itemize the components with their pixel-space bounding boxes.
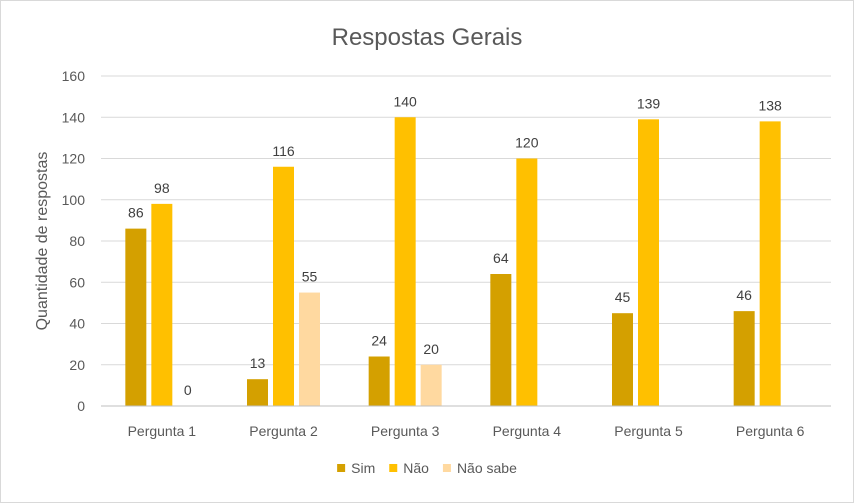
legend-label: Não (403, 460, 429, 476)
chart-title: Respostas Gerais (332, 24, 523, 51)
legend-swatch (337, 464, 346, 472)
bar-nao (273, 166, 294, 406)
gridlines (101, 75, 831, 366)
x-tick-label: Pergunta 4 (493, 423, 562, 439)
x-tick-label: Pergunta 3 (371, 423, 440, 439)
legend-item-nao: Não (389, 460, 429, 476)
y-tick-label: 80 (69, 233, 85, 249)
y-axis-ticks: 0 20 40 60 80 100 120 140 160 (62, 68, 86, 414)
legend-item-sim: Sim (337, 460, 375, 476)
y-tick-label: 100 (62, 192, 86, 208)
bar-sim (612, 313, 633, 406)
data-label: 116 (272, 143, 295, 159)
legend-item-nao-sabe: Não sabe (442, 460, 517, 476)
legend-swatch (389, 464, 398, 472)
data-label: 55 (302, 269, 318, 285)
bar-nao-sabe (299, 292, 320, 406)
y-tick-label: 160 (62, 68, 86, 84)
y-tick-label: 140 (62, 109, 86, 125)
y-tick-label: 0 (77, 398, 85, 414)
data-label: 46 (736, 287, 752, 303)
bar-sim (368, 356, 390, 406)
y-tick-label: 120 (62, 151, 86, 167)
data-label: 24 (371, 333, 387, 349)
bar-nao (516, 158, 538, 406)
y-tick-label: 20 (69, 357, 85, 373)
legend-label: Sim (351, 460, 375, 476)
bar-nao (151, 203, 173, 406)
data-label: 13 (250, 355, 266, 371)
data-label: 120 (515, 135, 539, 151)
legend-swatch (442, 464, 451, 472)
bar-sim (125, 228, 147, 406)
bar-sim (490, 274, 512, 406)
x-tick-label: Pergunta 6 (736, 423, 805, 439)
bar-nao (638, 119, 659, 406)
x-tick-label: Pergunta 5 (614, 423, 683, 439)
data-label: 0 (184, 382, 192, 398)
data-label: 139 (637, 95, 661, 111)
data-label: 98 (154, 180, 170, 196)
bar-nao-sabe (420, 364, 442, 406)
x-tick-label: Pergunta 1 (128, 423, 197, 439)
bar-nao (759, 121, 781, 406)
data-label: 86 (128, 205, 144, 221)
x-tick-label: Pergunta 2 (249, 423, 318, 439)
data-labels: 86 98 0 13 116 55 24 140 20 64 120 45 139 46 138 (128, 93, 782, 398)
data-label: 45 (615, 289, 631, 305)
x-axis-ticks: Pergunta 1 Pergunta 2 Pergunta 3 Pergunta 4… (128, 423, 805, 439)
data-label: 140 (393, 93, 417, 109)
data-label: 64 (493, 250, 509, 266)
legend: Sim Não Não sabe (337, 460, 517, 476)
data-label: 138 (758, 97, 782, 113)
y-tick-label: 60 (69, 274, 85, 290)
bars (125, 117, 781, 406)
bar-nao (394, 117, 416, 406)
bar-sim (733, 311, 755, 406)
y-tick-label: 40 (69, 316, 85, 332)
bar-sim (247, 379, 268, 406)
data-label: 20 (423, 341, 439, 357)
y-axis-label: Quantidade de respostas (34, 152, 51, 331)
legend-label: Não sabe (457, 460, 517, 476)
